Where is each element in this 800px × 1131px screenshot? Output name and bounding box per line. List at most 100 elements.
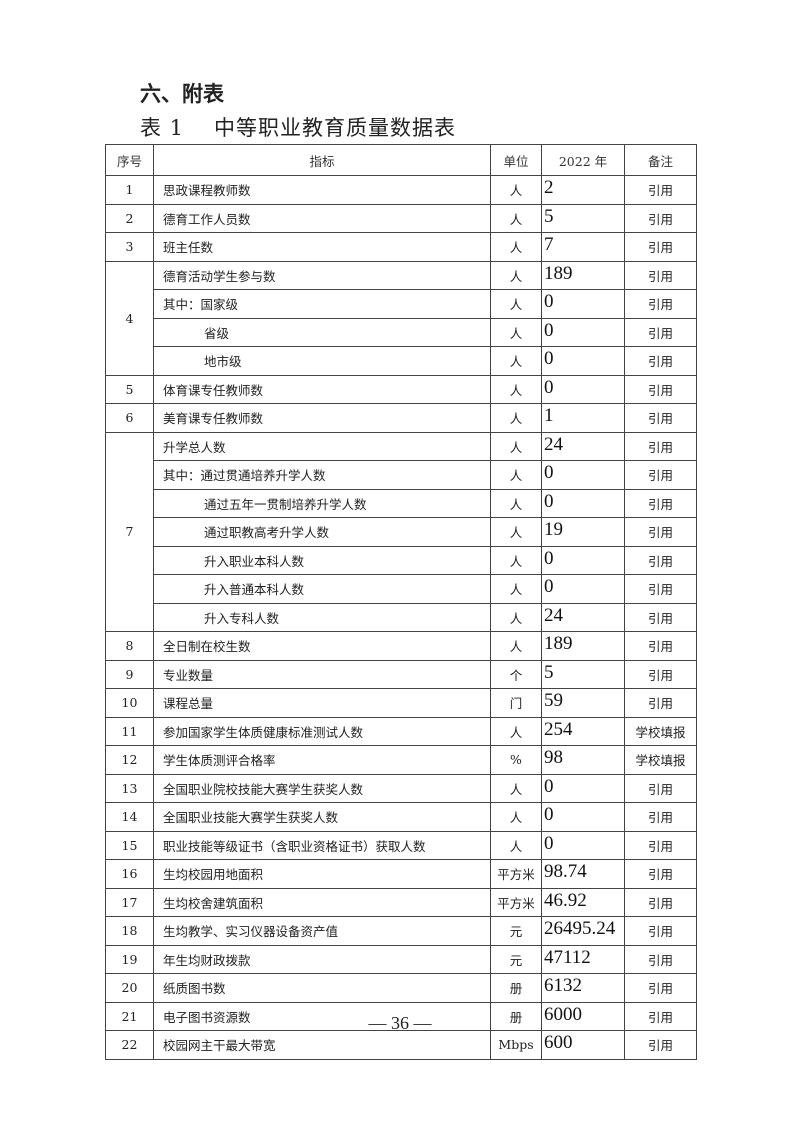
table-row: 其中：国家级人 0 引用	[106, 289, 697, 319]
row-number: 7	[105, 431, 154, 632]
value-cell: 189	[541, 631, 625, 661]
value-cell: 26495.24	[541, 916, 625, 946]
unit-cell: 人	[490, 431, 542, 461]
unit-cell: 人	[490, 545, 542, 575]
row-number: 5	[105, 374, 154, 404]
value-cell: 254	[541, 716, 625, 746]
indicator-cell: 升入普通本科人数	[153, 574, 491, 604]
indicator-cell: 校园网主干最大带宽	[153, 1030, 491, 1060]
note-cell: 学校填报	[624, 745, 697, 775]
indicator-cell: 学生体质测评合格率	[153, 745, 491, 775]
header-unit: 单位	[490, 144, 542, 176]
table-row: 2 德育工作人员数人 5 引用	[105, 203, 697, 233]
row-number: 15	[105, 830, 154, 860]
note-cell: 引用	[624, 574, 697, 604]
note-cell: 引用	[624, 602, 697, 632]
row-number: 13	[105, 773, 154, 803]
header-year: 2022 年	[541, 144, 625, 176]
unit-cell: 人	[490, 517, 542, 547]
value-cell: 0	[541, 289, 625, 319]
unit-cell: 人	[490, 260, 542, 290]
indicator-cell: 生均教学、实习仪器设备资产值	[153, 916, 491, 946]
unit-cell: 人	[490, 488, 542, 518]
note-cell: 引用	[624, 802, 697, 832]
row-number: 14	[105, 802, 154, 832]
note-cell: 引用	[624, 916, 697, 946]
value-cell: 6000	[541, 1001, 625, 1031]
unit-cell: 人	[490, 232, 542, 262]
note-cell: 引用	[624, 431, 697, 461]
value-cell: 47112	[541, 944, 625, 974]
note-cell: 引用	[624, 887, 697, 917]
table-row: 升入普通本科人数人 0 引用	[106, 574, 697, 604]
note-cell: 引用	[624, 346, 697, 376]
indicator-cell: 思政课程教师数	[153, 175, 491, 205]
indicator-cell: 纸质图书数	[153, 973, 491, 1003]
note-cell: 引用	[624, 659, 697, 689]
indicator-cell: 全日制在校生数	[153, 631, 491, 661]
note-cell: 引用	[624, 973, 697, 1003]
table-title: 表 1 中等职业教育质量数据表	[140, 112, 456, 142]
note-cell: 引用	[624, 830, 697, 860]
indicator-cell: 生均校园用地面积	[153, 859, 491, 889]
indicator-cell: 升学总人数	[153, 431, 491, 461]
table-row: 通过职教高考升学人数人 19 引用	[106, 517, 697, 547]
table-row: 14 全国职业技能大赛学生获奖人数人 0 引用	[105, 802, 697, 832]
indicator-cell: 其中：通过贯通培养升学人数	[153, 460, 491, 490]
row-number: 10	[105, 688, 154, 718]
indicator-cell: 专业数量	[153, 659, 491, 689]
table-row: 6 美育课专任教师数人 1 引用	[105, 403, 697, 433]
note-cell: 引用	[624, 773, 697, 803]
unit-cell: 元	[490, 916, 542, 946]
row-number: 20	[105, 973, 154, 1003]
table-row: 9 专业数量个 5 引用	[105, 659, 697, 689]
value-cell: 0	[541, 830, 625, 860]
unit-cell: 人	[490, 317, 542, 347]
note-cell: 引用	[624, 460, 697, 490]
table-row: 其中：通过贯通培养升学人数人 0 引用	[106, 460, 697, 490]
indicator-cell: 升入专科人数	[153, 602, 491, 632]
value-cell: 6132	[541, 973, 625, 1003]
unit-cell: 人	[490, 346, 542, 376]
value-cell: 1	[541, 403, 625, 433]
note-cell: 引用	[624, 545, 697, 575]
unit-cell: 人	[490, 773, 542, 803]
indicator-cell: 地市级	[153, 346, 491, 376]
indicator-cell: 课程总量	[153, 688, 491, 718]
row-number: 12	[105, 745, 154, 775]
section-title: 六、附表	[140, 82, 224, 106]
value-cell: 0	[541, 574, 625, 604]
table-row: 18 生均教学、实习仪器设备资产值元 26495.24 引用	[105, 916, 697, 946]
indicator-cell: 年生均财政拨款	[153, 944, 491, 974]
value-cell: 2	[541, 175, 625, 205]
table-row: 省级人 0 引用	[106, 317, 697, 347]
unit-cell: 门	[490, 688, 542, 718]
table-row: 1 思政课程教师数人 2 引用	[105, 175, 697, 205]
value-cell: 0	[541, 460, 625, 490]
row-number: 1	[105, 175, 154, 205]
unit-cell: 人	[490, 289, 542, 319]
table-row: 13 全国职业院校技能大赛学生获奖人数人 0 引用	[105, 773, 697, 803]
unit-cell: 人	[490, 374, 542, 404]
indicator-cell: 职业技能等级证书（含职业资格证书）获取人数	[153, 830, 491, 860]
table-row: 19 年生均财政拨款元 47112 引用	[105, 944, 697, 974]
note-cell: 引用	[624, 1001, 697, 1031]
table-row: 升入专科人数人 24 引用	[106, 602, 697, 632]
value-cell: 189	[541, 260, 625, 290]
note-cell: 引用	[624, 488, 697, 518]
value-cell: 59	[541, 688, 625, 718]
unit-cell: 人	[490, 830, 542, 860]
row-number: 18	[105, 916, 154, 946]
row-number: 6	[105, 403, 154, 433]
value-cell: 7	[541, 232, 625, 262]
indicator-cell: 生均校舍建筑面积	[153, 887, 491, 917]
table-row: 11 参加国家学生体质健康标准测试人数人 254 学校填报	[105, 716, 697, 746]
unit-cell: %	[490, 745, 542, 775]
value-cell: 98.74	[541, 859, 625, 889]
unit-cell: 平方米	[490, 887, 542, 917]
note-cell: 引用	[624, 289, 697, 319]
indicator-cell: 省级	[153, 317, 491, 347]
table-row: 20 纸质图书数册 6132 引用	[105, 973, 697, 1003]
value-cell: 0	[541, 346, 625, 376]
note-cell: 引用	[624, 944, 697, 974]
